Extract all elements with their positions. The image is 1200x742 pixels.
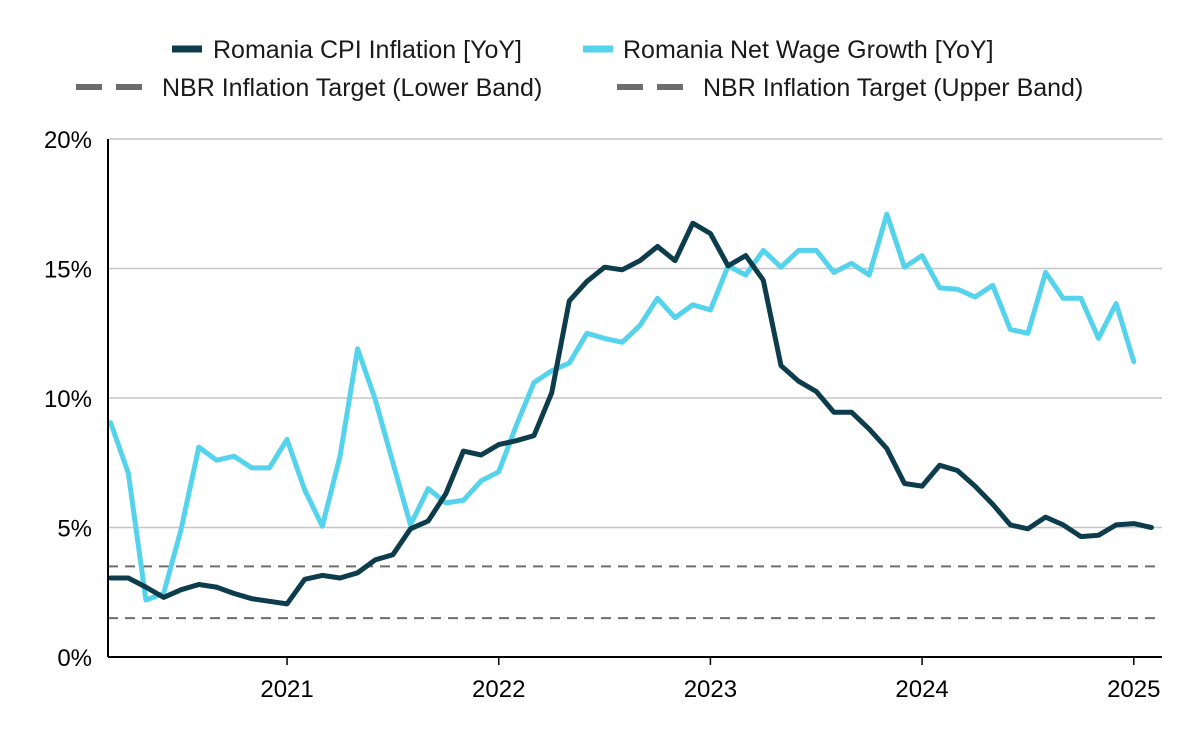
legend-label-upper-band: NBR Inflation Target (Upper Band) bbox=[703, 74, 1083, 102]
legend-item-upper-band: NBR Inflation Target (Upper Band) bbox=[617, 74, 1083, 102]
legend-item-lower-band: NBR Inflation Target (Lower Band) bbox=[76, 74, 542, 102]
legend-label-lower-band: NBR Inflation Target (Lower Band) bbox=[162, 74, 542, 102]
series-layer bbox=[108, 211, 1162, 620]
gridlines bbox=[108, 138, 1162, 529]
legend-label-wage: Romania Net Wage Growth [YoY] bbox=[623, 36, 994, 64]
x-tick-label: 2021 bbox=[260, 676, 313, 703]
y-tick-label: 15% bbox=[44, 257, 92, 284]
legend-label-cpi: Romania CPI Inflation [YoY] bbox=[213, 36, 522, 64]
legend-item-cpi: Romania CPI Inflation [YoY] bbox=[172, 36, 522, 64]
legend-item-wage: Romania Net Wage Growth [YoY] bbox=[583, 36, 994, 64]
series-line-cpi bbox=[108, 220, 1154, 607]
legend: Romania CPI Inflation [YoY] Romania Net … bbox=[76, 36, 1083, 102]
y-tick-label: 5% bbox=[57, 516, 92, 543]
y-axis-ticks: 0% 5% 10% 15% 20% bbox=[44, 127, 92, 672]
x-axis-ticks: 2021 2022 2023 2024 2025 bbox=[260, 657, 1160, 703]
x-tick-label: 2022 bbox=[472, 676, 525, 703]
axes bbox=[107, 139, 1162, 658]
series-line-wage bbox=[108, 211, 1137, 603]
x-tick-label: 2025 bbox=[1107, 676, 1160, 703]
x-tick-label: 2024 bbox=[895, 676, 948, 703]
x-tick-label: 2023 bbox=[684, 676, 737, 703]
y-tick-label: 0% bbox=[57, 645, 92, 672]
y-tick-label: 20% bbox=[44, 127, 92, 154]
y-tick-label: 10% bbox=[44, 386, 92, 413]
